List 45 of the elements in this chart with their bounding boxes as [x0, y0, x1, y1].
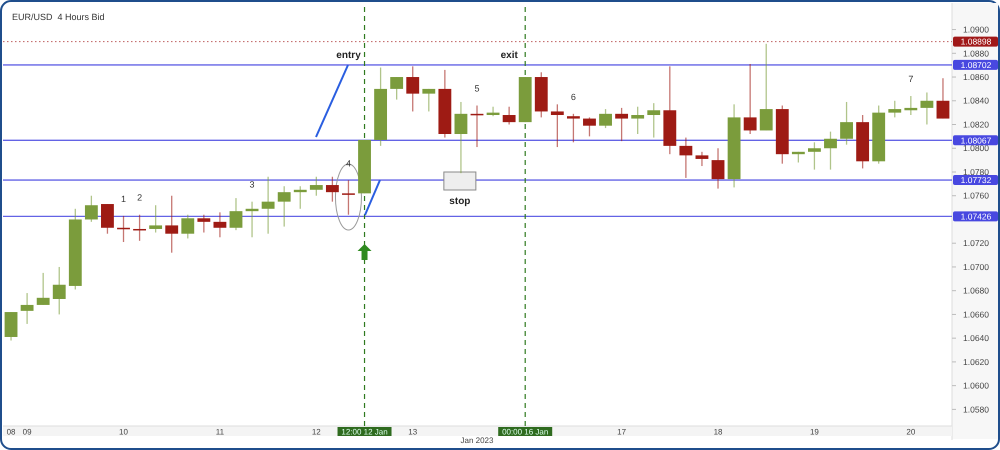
- x-tick-label: 20: [906, 428, 916, 436]
- text: 5: [474, 84, 480, 94]
- annotation: exit: [500, 50, 518, 62]
- text: 1: [121, 194, 126, 204]
- y-tick-label: 1.0680: [963, 286, 990, 296]
- x-tick-label: 11: [216, 428, 225, 436]
- x-axis-title: Jan 2023: [460, 436, 494, 445]
- y-tick-label: 1.0800: [963, 143, 990, 154]
- y-tick-label: 1.0700: [963, 262, 990, 272]
- y-tick-label: 1.0820: [963, 119, 990, 130]
- ref-line-label: 1.08898: [960, 36, 992, 47]
- text: 4: [346, 158, 351, 168]
- x-tick-label: 19: [810, 428, 820, 436]
- x-tick-label: 13: [408, 428, 418, 436]
- ref-line-label: 1.08702: [960, 60, 992, 70]
- x-tick-label: 12:00 12 Jan: [341, 428, 388, 436]
- y-tick-label: 1.0760: [963, 190, 990, 201]
- x-tick-label: 08: [6, 428, 16, 436]
- text: 2: [137, 192, 142, 203]
- y-tick-label: 1.0860: [963, 72, 990, 82]
- x-tick-label: 00:00 16 Jan: [502, 428, 548, 436]
- x-tick-label: 10: [119, 428, 129, 436]
- x-tick-label: 12: [312, 428, 322, 436]
- ref-line-label: 1.07426: [960, 211, 992, 222]
- text: 7: [908, 74, 914, 84]
- text: 3: [250, 180, 255, 190]
- x-tick-label: 09: [22, 428, 32, 436]
- ref-line-label: 1.07732: [960, 175, 992, 186]
- text: 6: [570, 92, 576, 102]
- ref-line-label: 1.08067: [960, 135, 992, 146]
- x-tick-label: 17: [617, 428, 627, 436]
- y-tick-label: 1.0660: [963, 309, 990, 320]
- x-tick-label: 18: [714, 428, 724, 436]
- y-tick-label: 1.0620: [963, 356, 990, 367]
- y-tick-label: 1.0880: [963, 48, 990, 58]
- y-tick-label: 1.0840: [963, 96, 990, 106]
- text: EUR/USD 4 Hours Bid: [12, 12, 105, 22]
- y-tick-label: 1.0640: [963, 333, 990, 344]
- annotation: entry: [336, 50, 362, 62]
- y-tick-label: 1.0720: [963, 238, 990, 248]
- y-tick-label: 1.0780: [963, 166, 990, 177]
- annotation: stop: [449, 196, 470, 207]
- y-tick-label: 1.0600: [963, 380, 990, 391]
- y-tick-label: 1.0900: [963, 24, 990, 35]
- y-tick-label: 1.0580: [963, 404, 990, 414]
